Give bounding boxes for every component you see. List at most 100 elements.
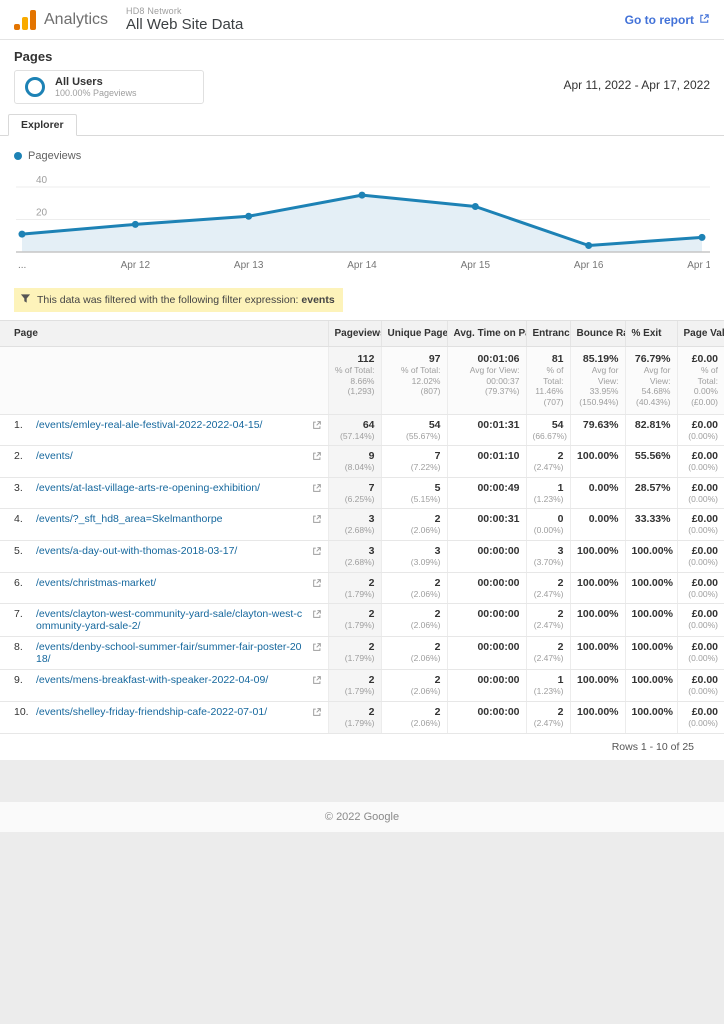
metric-value: 100.00% xyxy=(631,705,673,718)
metric-cell: 100.00% xyxy=(569,636,625,671)
page-link[interactable]: /events/at-last-village-arts-re-opening-… xyxy=(36,481,261,494)
open-in-new-icon[interactable] xyxy=(312,706,322,720)
page-cell: 3. /events/at-last-village-arts-re-openin… xyxy=(0,477,328,510)
metric-subvalue: (6.25%) xyxy=(344,493,375,504)
open-in-new-icon[interactable] xyxy=(312,482,322,496)
data-point[interactable] xyxy=(131,220,139,228)
metric-cell: 2 (1.79%) xyxy=(327,636,381,671)
metric-subvalue: (1.23%) xyxy=(533,493,564,504)
col-header-page[interactable]: Page xyxy=(0,320,328,347)
metric-cell: 2 (2.47%) xyxy=(525,603,570,638)
col-header-page-value[interactable]: Page Value xyxy=(676,320,724,347)
metric-subvalue: (0.00%) xyxy=(688,525,718,536)
open-in-new-icon[interactable] xyxy=(312,419,322,433)
metric-cell: £0.00 (0.00%) xyxy=(676,540,724,573)
col-header-bounce-rate[interactable]: Bounce Rate xyxy=(569,320,625,347)
open-in-new-icon[interactable] xyxy=(312,450,322,464)
metric-cell: 00:00:00 xyxy=(446,540,526,573)
metric-subvalue: (5.15%) xyxy=(410,493,441,504)
totals-value: 76.79% xyxy=(634,353,671,365)
col-header-unique-pageviews[interactable]: Unique Pageviews xyxy=(380,320,447,347)
totals-value: £0.00 xyxy=(691,353,718,365)
metric-value: £0.00 xyxy=(691,418,718,431)
segment-all-users[interactable]: All Users 100.00% Pageviews xyxy=(14,70,204,104)
page-cell: 4. /events/?_sft_hd8_area=Skelmanthorpe xyxy=(0,508,328,541)
metric-value: 100.00% xyxy=(577,450,619,463)
row-index: 5. xyxy=(14,545,23,557)
metric-value: 100.00% xyxy=(631,608,673,621)
metric-cell: 00:00:00 xyxy=(446,636,526,671)
metric-cell: 54 (66.67%) xyxy=(525,414,570,447)
metric-value: 3 xyxy=(368,545,375,557)
metric-value: 100.00% xyxy=(577,705,619,718)
metric-cell: 2 (1.79%) xyxy=(327,669,381,702)
totals-subline: (£0.00) xyxy=(691,396,718,407)
page-link[interactable]: /events/ xyxy=(36,450,73,463)
metric-cell: 64 (57.14%) xyxy=(327,414,381,447)
metric-value: 100.00% xyxy=(631,641,673,654)
page-link[interactable]: /events/mens-breakfast-with-speaker-2022… xyxy=(36,674,269,687)
table-row: 9. /events/mens-breakfast-with-speaker-20… xyxy=(0,669,724,702)
page-link[interactable]: /events/shelley-friday-friendship-cafe-2… xyxy=(36,705,268,718)
metric-value: 2 xyxy=(557,450,564,463)
metric-value: 100.00% xyxy=(577,545,619,557)
open-in-new-icon[interactable] xyxy=(312,641,322,655)
totals-value: 81 xyxy=(551,353,564,365)
metric-subvalue: (66.67%) xyxy=(532,430,568,441)
data-point[interactable] xyxy=(585,242,593,249)
x-tick-label: Apr 15 xyxy=(461,260,491,271)
filter-text: This data was filtered with the followin… xyxy=(37,294,299,306)
page-link[interactable]: /events/a-day-out-with-thomas-2018-03-17… xyxy=(36,545,238,557)
totals-subline: Avg for View: xyxy=(469,365,520,375)
metric-subvalue: (0.00%) xyxy=(688,686,718,697)
metric-cell: 0.00% xyxy=(569,508,625,541)
metric-subvalue: (1.79%) xyxy=(344,653,375,664)
segment-name: All Users xyxy=(55,76,103,88)
open-in-new-icon[interactable] xyxy=(312,545,322,559)
col-header-entrances[interactable]: Entrances xyxy=(525,320,570,347)
row-index: 3. xyxy=(14,481,23,494)
metric-subvalue: (0.00%) xyxy=(533,525,564,536)
tab-explorer[interactable]: Explorer xyxy=(8,114,77,136)
page-link[interactable]: /events/denby-school-summer-fair/summer-… xyxy=(36,641,302,666)
table-row: 6./events/christmas-market/2 (1.79%) 2 (2.0… xyxy=(0,572,724,605)
metric-cell: 2 (2.47%) xyxy=(525,701,570,734)
metric-value: 3 xyxy=(368,513,375,526)
metric-value: 00:00:49 xyxy=(477,481,520,494)
x-tick-label: Apr 16 xyxy=(574,260,604,271)
open-in-new-icon[interactable] xyxy=(312,608,322,622)
page-link[interactable]: /events/clayton-west-community-yard-sale… xyxy=(36,608,303,633)
page-link[interactable]: /events/emley-real-ale-festival-2022-202… xyxy=(36,418,263,431)
metric-value: 00:01:31 xyxy=(477,418,520,431)
metric-value: £0.00 xyxy=(691,608,718,621)
metric-cell: £0.00 (0.00%) xyxy=(676,603,724,638)
data-point[interactable] xyxy=(471,203,479,210)
footer: © 2022 Google xyxy=(0,801,724,832)
metric-value: 54 xyxy=(551,418,564,431)
go-to-report-link[interactable]: Go to report xyxy=(625,13,710,27)
data-point[interactable] xyxy=(18,230,26,238)
row-index: 7. xyxy=(14,608,23,621)
totals-cell: 85.19% Avg for View: 33.95% (150.94%) xyxy=(569,346,625,415)
open-in-new-icon[interactable] xyxy=(312,674,322,688)
date-range-selector[interactable]: Apr 11, 2022 - Apr 17, 2022 xyxy=(563,78,710,92)
totals-subline: 00:00:37 xyxy=(486,375,520,386)
table-row: 3. /events/at-last-village-arts-re-openin… xyxy=(0,477,724,510)
data-point[interactable] xyxy=(358,191,366,199)
table-row: 4./events/?_sft_hd8_area=Skelmanthorpe 3 (… xyxy=(0,508,724,541)
data-point[interactable] xyxy=(698,233,706,241)
page-link[interactable]: /events/christmas-market/ xyxy=(36,576,157,589)
metric-subvalue: (1.79%) xyxy=(344,588,375,599)
col-header-pageviews[interactable]: Pageviews ↓ xyxy=(327,320,381,347)
col-header-exit[interactable]: % Exit xyxy=(624,320,677,347)
col-header-avg-time[interactable]: Avg. Time on Page xyxy=(446,320,526,347)
open-in-new-icon[interactable] xyxy=(312,577,322,591)
page-link[interactable]: /events/?_sft_hd8_area=Skelmanthorpe xyxy=(36,513,223,526)
totals-subline: 33.95% xyxy=(589,386,619,397)
property-switcher[interactable]: HD8 Network All Web Site Data xyxy=(126,6,243,34)
open-in-new-icon[interactable] xyxy=(312,513,322,527)
data-point[interactable] xyxy=(245,212,253,220)
metric-value: 2 xyxy=(434,641,441,654)
pageviews-chart[interactable]: 20 40... Apr 12 Apr 13 Apr 14 Apr 15 Apr 16 Apr… xyxy=(14,172,717,276)
metric-subvalue: (2.06%) xyxy=(410,686,441,697)
